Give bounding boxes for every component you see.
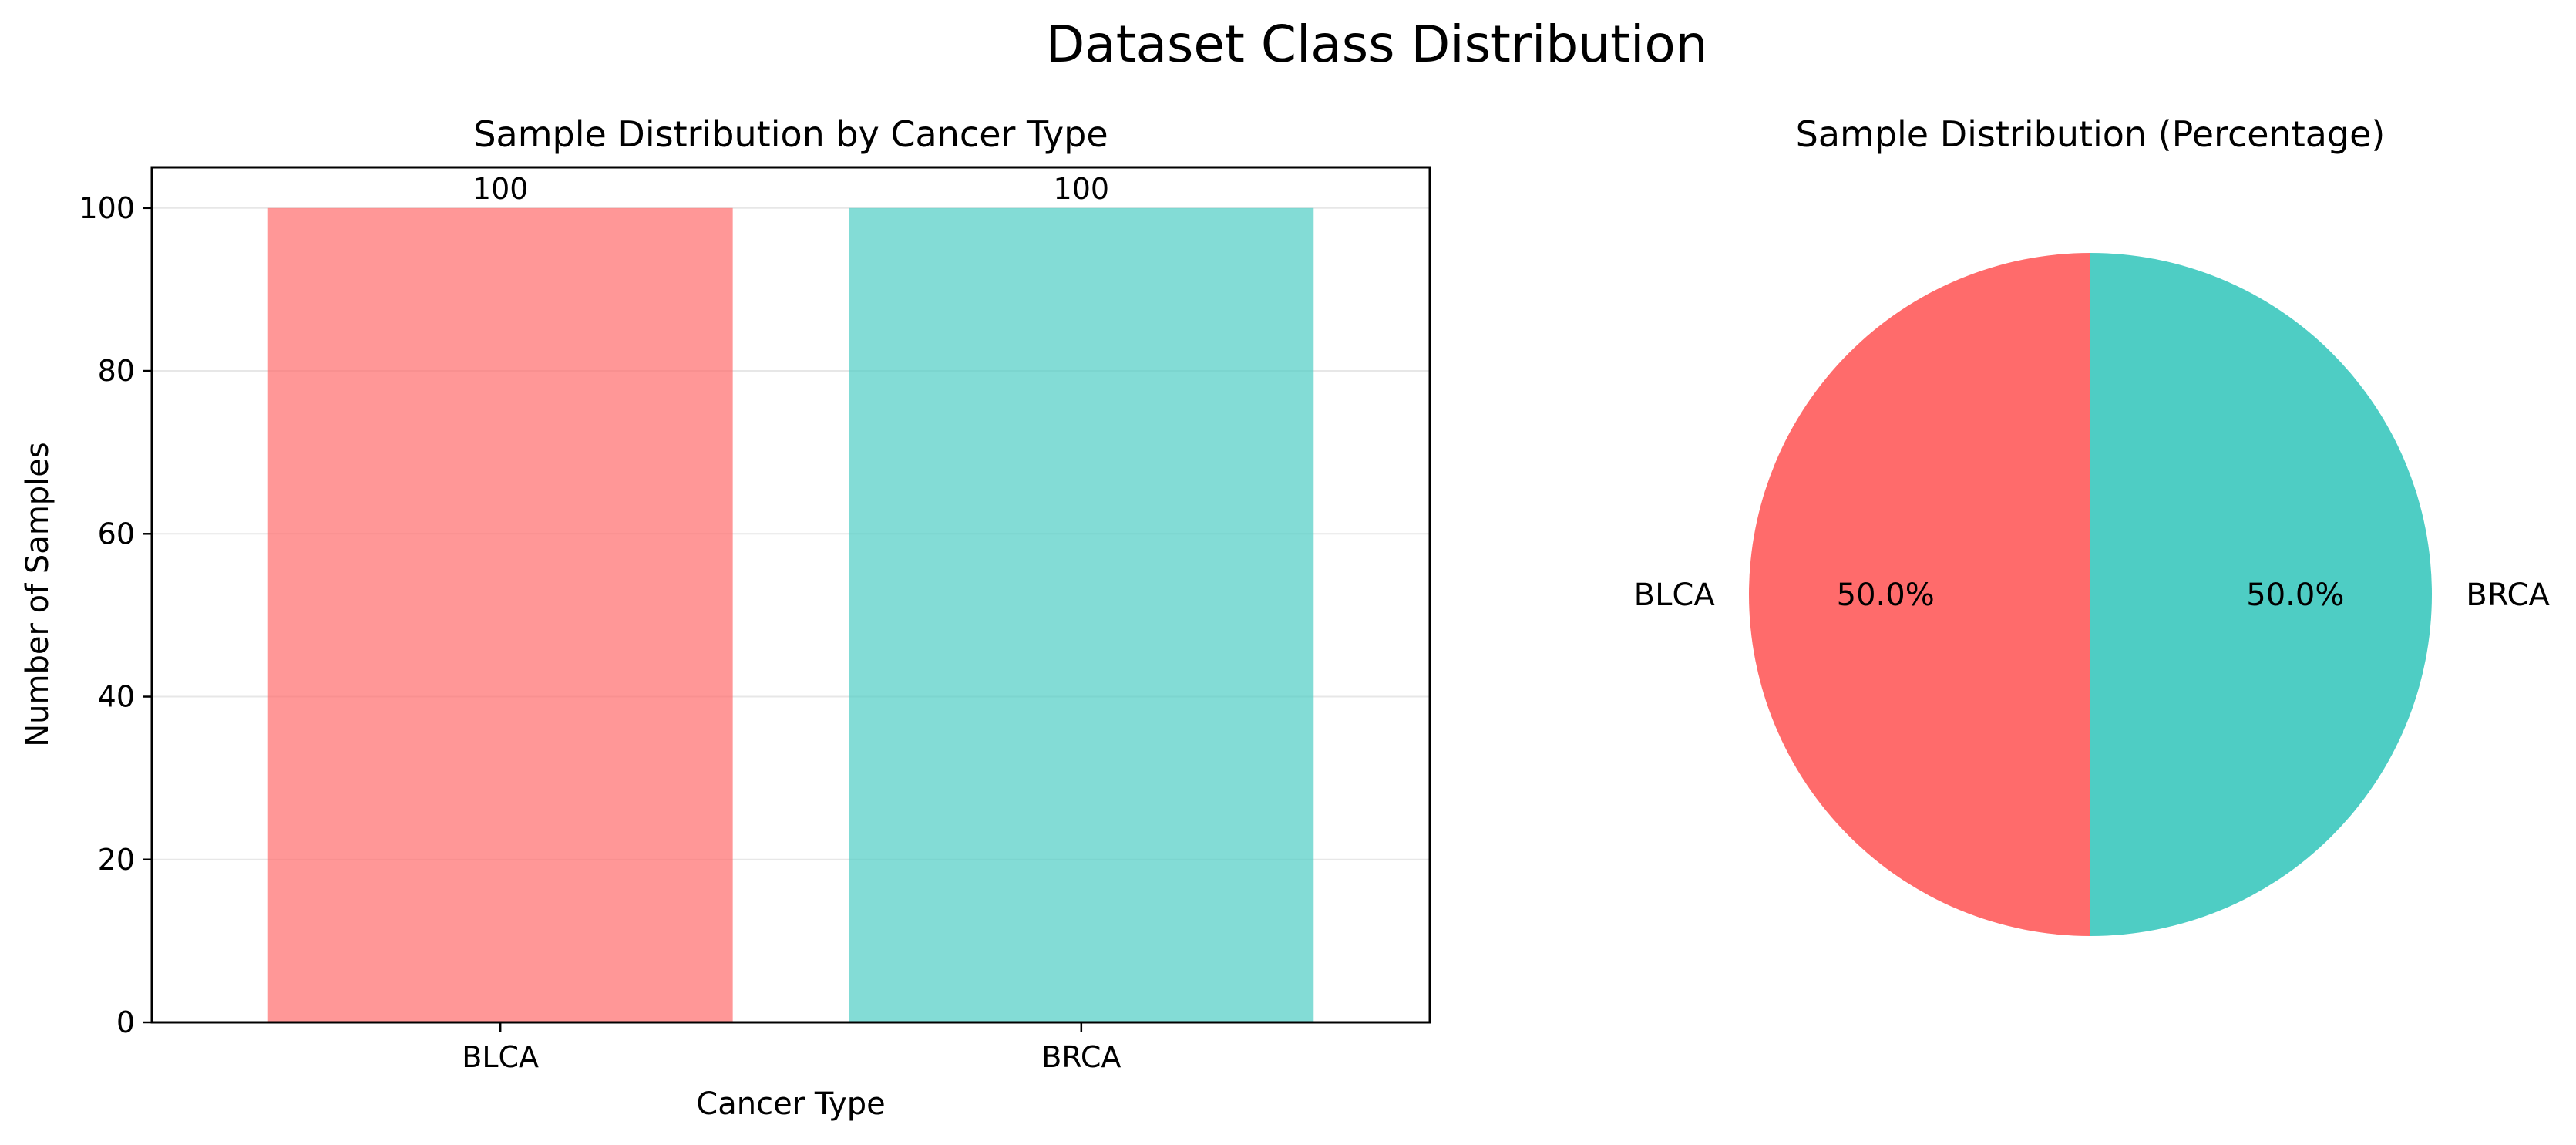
bar-chart-frame (150, 166, 1431, 1024)
pie-chart: Sample Distribution (Percentage) 50.0% BL… (1634, 113, 2551, 936)
bar-data-label: 100 (1054, 172, 1110, 206)
bar-chart-x-axis-label: Cancer Type (696, 1086, 885, 1122)
bar-chart-y-ticks: 0 20 40 60 80 100 (79, 191, 152, 1039)
y-tick-label: 20 (98, 843, 135, 877)
y-tick-label: 60 (98, 517, 135, 551)
bar-data-label: 100 (472, 172, 529, 206)
y-tick-label: 0 (116, 1005, 135, 1039)
pie-percent-label: 50.0% (1837, 578, 1935, 613)
figure-title: Dataset Class Distribution (1045, 15, 1707, 74)
y-tick-label: 80 (98, 354, 135, 388)
bar-chart-title: Sample Distribution by Cancer Type (473, 113, 1108, 155)
bar-chart-y-axis-label: Number of Samples (20, 442, 55, 747)
pie-percent-label: 50.0% (2246, 578, 2344, 613)
pie-category-label: BLCA (1634, 578, 1716, 613)
bar-chart-x-ticks: BLCA BRCA (462, 1022, 1121, 1074)
bar-chart-bars (267, 207, 1314, 1022)
y-tick-label: 100 (79, 191, 135, 225)
bar-brca (849, 207, 1314, 1022)
pie-slice-blca (1749, 253, 2090, 936)
pie-chart-slices (1749, 253, 2432, 936)
bar-chart: Sample Distribution by Cancer Type 100 10… (20, 113, 1431, 1122)
bar-chart-data-labels: 100 100 (472, 172, 1109, 206)
pie-chart-title: Sample Distribution (Percentage) (1796, 113, 2386, 155)
y-tick-label: 40 (98, 680, 135, 714)
x-tick-label: BRCA (1041, 1040, 1121, 1074)
pie-category-label: BRCA (2466, 578, 2550, 613)
bar-blca (267, 207, 733, 1022)
pie-chart-labels: 50.0% BLCA 50.0% BRCA (1634, 578, 2551, 613)
pie-slice-brca (2090, 253, 2432, 936)
x-tick-label: BLCA (462, 1040, 539, 1074)
